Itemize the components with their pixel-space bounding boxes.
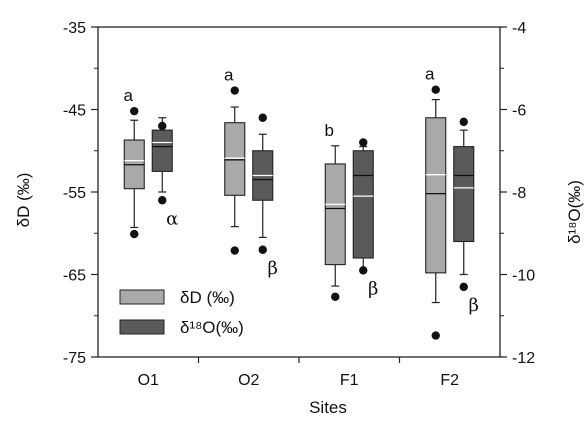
y-left-tick-label: -65 (63, 268, 86, 285)
outlier-point (258, 113, 267, 122)
annotation-group: a a b a α β β β (124, 65, 479, 316)
x-tick-label: F2 (440, 372, 459, 389)
outlier-point (331, 292, 340, 301)
box-group (123, 85, 475, 340)
outlier-point (230, 246, 239, 255)
plot-area: -35 -45 -55 -65 -75 -4 -6 -8 -10 -12 O1 O2 F1 F2 (63, 20, 535, 389)
greek-annotation: β (268, 258, 278, 279)
x-tick-label: O2 (238, 372, 259, 389)
outlier-point (258, 245, 267, 254)
box (151, 129, 173, 172)
letter-annotation: a (224, 66, 234, 85)
legend: δD (‰) δ¹⁸O(‰) (119, 288, 244, 337)
letter-annotation: a (124, 86, 134, 105)
outlier-point (459, 282, 468, 292)
y-left-tick-label: -75 (63, 350, 86, 367)
outlier-point (431, 331, 440, 340)
outlier-point (130, 106, 139, 116)
legend-label: δD (‰) (180, 288, 235, 307)
box (453, 146, 475, 243)
outlier-point (130, 229, 139, 239)
legend-swatch (119, 289, 165, 305)
greek-annotation: β (368, 278, 378, 299)
outlier-point (359, 138, 368, 147)
outlier-point (359, 266, 368, 275)
box (352, 150, 374, 259)
y-right-tick-label: -8 (512, 185, 526, 202)
y-axis-right-title: δ¹⁸O(‰) (565, 180, 584, 244)
box (324, 163, 346, 266)
y-left-tick-label: -55 (63, 185, 86, 202)
legend-swatch (119, 319, 165, 335)
y-right-tick-label: -10 (512, 268, 535, 285)
outlier-point (431, 85, 440, 94)
outlier-point (230, 86, 239, 95)
y-left-tick-label: -35 (63, 20, 86, 37)
greek-annotation: β (469, 295, 479, 316)
legend-label: δ¹⁸O(‰) (180, 318, 244, 337)
box (425, 117, 447, 274)
box (224, 122, 246, 196)
outlier-point (158, 196, 167, 205)
greek-annotation: α (166, 208, 178, 229)
x-tick-label: O1 (138, 372, 159, 389)
letter-annotation: a (425, 65, 435, 84)
y-right-tick-label: -4 (512, 20, 526, 37)
letter-annotation: b (325, 121, 334, 140)
y-left-tick-label: -45 (63, 103, 86, 120)
x-tick-label: F1 (340, 372, 359, 389)
y-axis-left-title: δD (‰) (14, 173, 33, 228)
x-axis-title: Sites (309, 398, 347, 417)
y-right-tick-label: -12 (512, 350, 535, 367)
outlier-point (459, 117, 468, 127)
outlier-point (158, 121, 167, 131)
y-right-tick-label: -6 (512, 103, 526, 120)
